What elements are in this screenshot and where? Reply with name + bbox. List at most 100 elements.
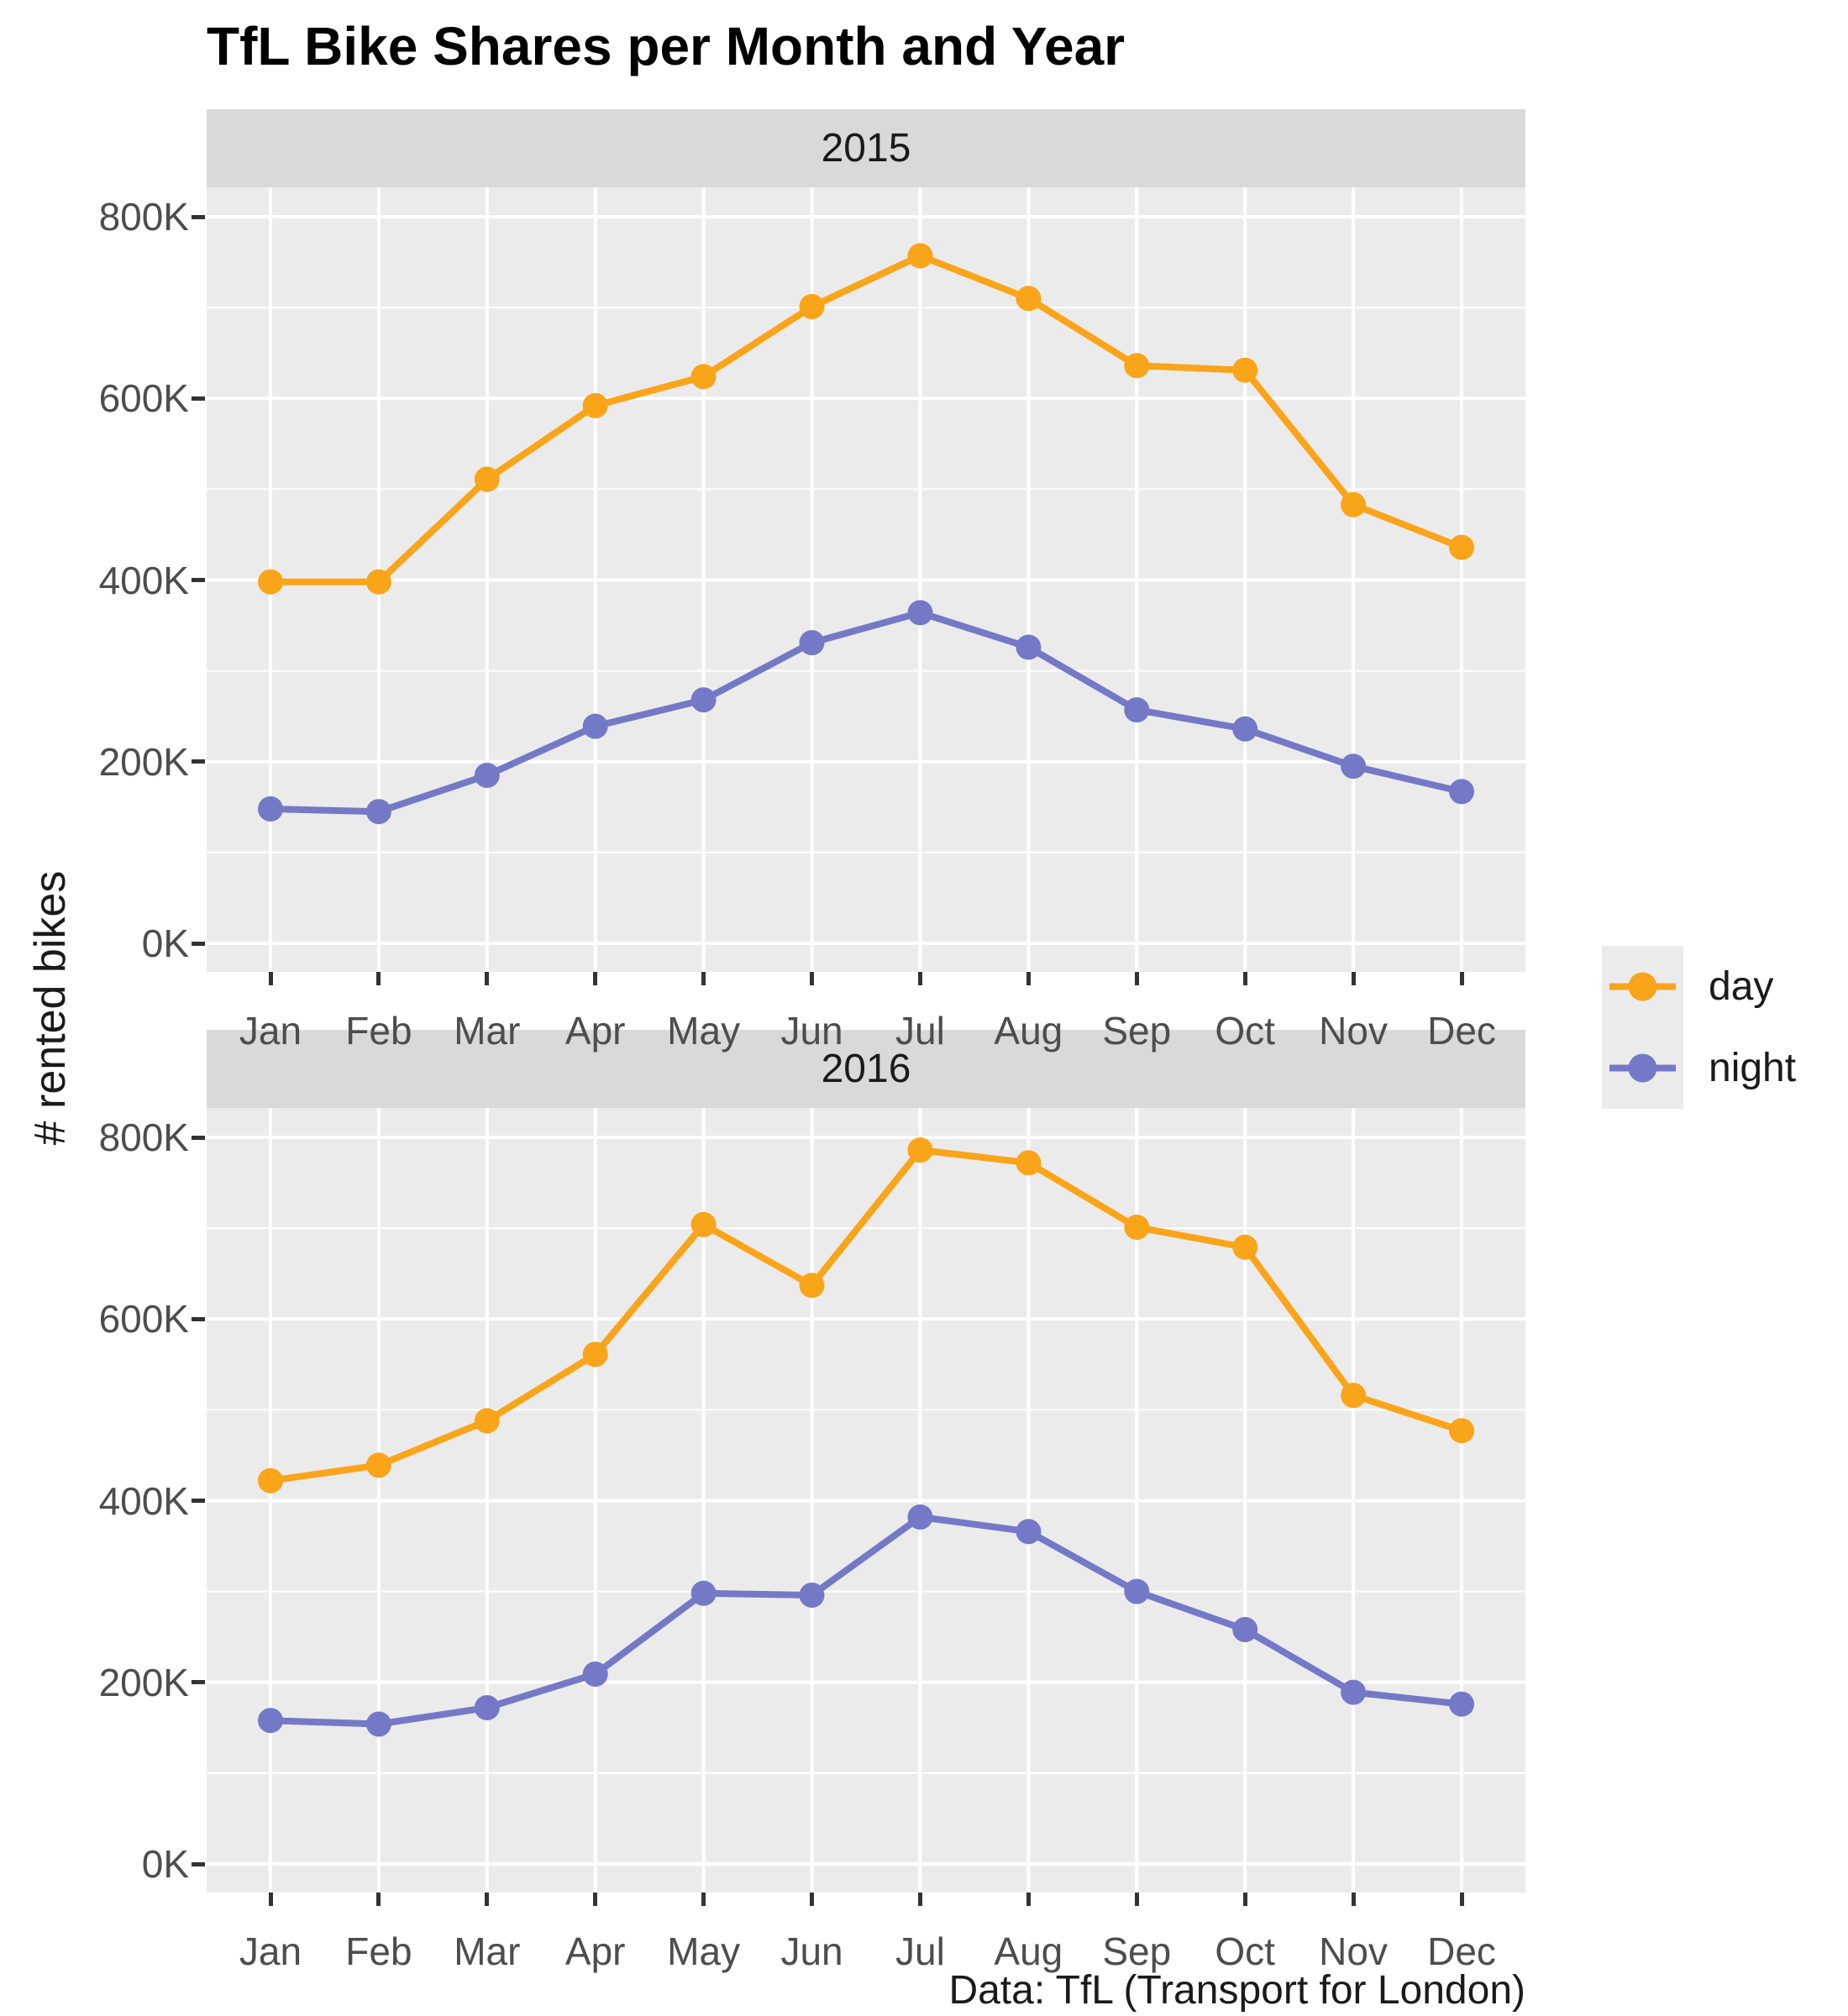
legend-item-night: night [1602,1027,1796,1109]
facet-strip-2016: 2016 [207,1030,1525,1108]
x-axis-tick-label: Oct [1215,1929,1275,1973]
day-data-point [1124,1215,1150,1240]
x-axis-tick [593,972,598,985]
night-data-point [1124,1578,1150,1604]
x-axis-tick-label: Jun [780,1009,843,1053]
day-data-point [1016,1150,1042,1176]
night-data-point [1341,753,1367,780]
x-axis-tick-label: Mar [454,1009,521,1053]
legend-key-day [1602,946,1683,1027]
y-axis-title: # rented bikes [26,870,75,1146]
x-axis-tick-label: Jul [895,1009,945,1053]
x-axis-tick-label: Sep [1102,1009,1172,1053]
y-axis-tick [192,941,205,946]
y-axis-tick [192,1680,205,1685]
x-axis-tick [376,1893,381,1906]
x-axis-tick [376,972,381,985]
night-data-point [1016,1519,1042,1545]
x-axis-tick [1459,972,1464,985]
x-axis-tick-label: Aug [994,1009,1063,1053]
night-data-point [1232,1617,1258,1642]
x-axis-tick [268,972,273,985]
x-axis-tick [810,972,815,985]
caption: Data: TfL (Transport for London) [948,1968,1525,2013]
night-data-point [365,799,391,825]
y-axis-tick-label: 800K [98,195,189,239]
legend-item-day: day [1602,946,1796,1027]
day-data-point [799,1273,825,1299]
y-axis-tick-label: 0K [141,1842,189,1886]
x-axis-tick [1351,972,1356,985]
day-data-point [907,243,933,269]
night-data-point [258,1708,283,1734]
x-axis-tick-label: Jul [895,1929,945,1973]
y-axis-tick-label: 400K [98,1478,189,1523]
day-data-point [1124,353,1150,379]
day-data-point [1449,1418,1474,1444]
legend-key-night [1602,1027,1683,1109]
night-data-point [799,630,825,656]
y-axis-tick-label: 0K [141,921,189,965]
y-axis-tick [192,396,205,401]
legend-label-night: night [1709,1046,1797,1090]
night-data-point [1449,779,1474,805]
night-data-point [1232,716,1258,742]
x-axis-tick [917,972,922,985]
night-data-point [690,1580,717,1606]
x-axis-tick-label: Mar [454,1929,521,1973]
day-data-point [474,1408,500,1434]
x-axis-tick-label: Nov [1319,1009,1388,1053]
legend-key-point [1628,972,1657,1001]
x-axis-tick [1026,972,1031,985]
night-data-point [1124,697,1150,723]
day-data-point [690,1211,717,1237]
day-series-line [267,252,1465,585]
x-axis-tick-label: Oct [1215,1009,1275,1053]
panel-2015 [207,187,1525,972]
night-series-line [267,1514,1465,1728]
day-data-point [258,569,283,595]
day-data-point [1016,286,1042,312]
panel-2015-canvas [207,187,1525,972]
day-series-key-icon [1609,972,1676,1001]
y-axis-tick [192,578,205,582]
day-data-point [582,392,608,418]
x-axis-tick [593,1893,598,1906]
x-axis-tick-label: Nov [1319,1929,1388,1973]
x-axis-tick [917,1893,922,1906]
legend-label-day: day [1709,964,1774,1009]
x-axis-tick [1134,1893,1139,1906]
y-axis-tick [192,214,205,219]
night-data-point [474,1695,500,1720]
x-axis-tick-label: Apr [564,1009,626,1053]
x-axis-tick-label: May [667,1009,741,1053]
facet-strip-label: 2016 [821,1047,911,1091]
x-axis-tick [701,1893,706,1906]
legend-key-point [1628,1053,1657,1083]
x-axis-tick [1459,1893,1464,1906]
y-axis-tick [192,759,205,764]
legend: day night [1602,946,1796,1109]
day-data-point [474,466,500,492]
x-axis-tick [268,1893,273,1906]
x-axis-tick [1351,1893,1356,1906]
night-data-point [474,763,500,788]
x-axis-tick-label: Dec [1427,1929,1496,1973]
x-axis-tick [1134,972,1139,985]
night-data-point [1016,634,1042,660]
day-data-point [1232,1234,1258,1260]
y-axis-tick [192,1499,205,1503]
day-data-point [1449,534,1474,560]
day-data-point [582,1341,608,1368]
night-data-point [1341,1679,1367,1705]
x-axis-tick [1242,972,1247,985]
x-axis-tick [485,972,490,985]
day-data-point [1341,491,1367,517]
day-series-line [267,1147,1465,1484]
y-axis-tick [192,1316,205,1321]
x-axis-tick-label: Sep [1102,1929,1172,1973]
x-axis-tick-label: Jun [780,1929,843,1973]
x-axis-tick-label: Aug [994,1929,1063,1973]
x-axis-tick [1026,1893,1031,1906]
